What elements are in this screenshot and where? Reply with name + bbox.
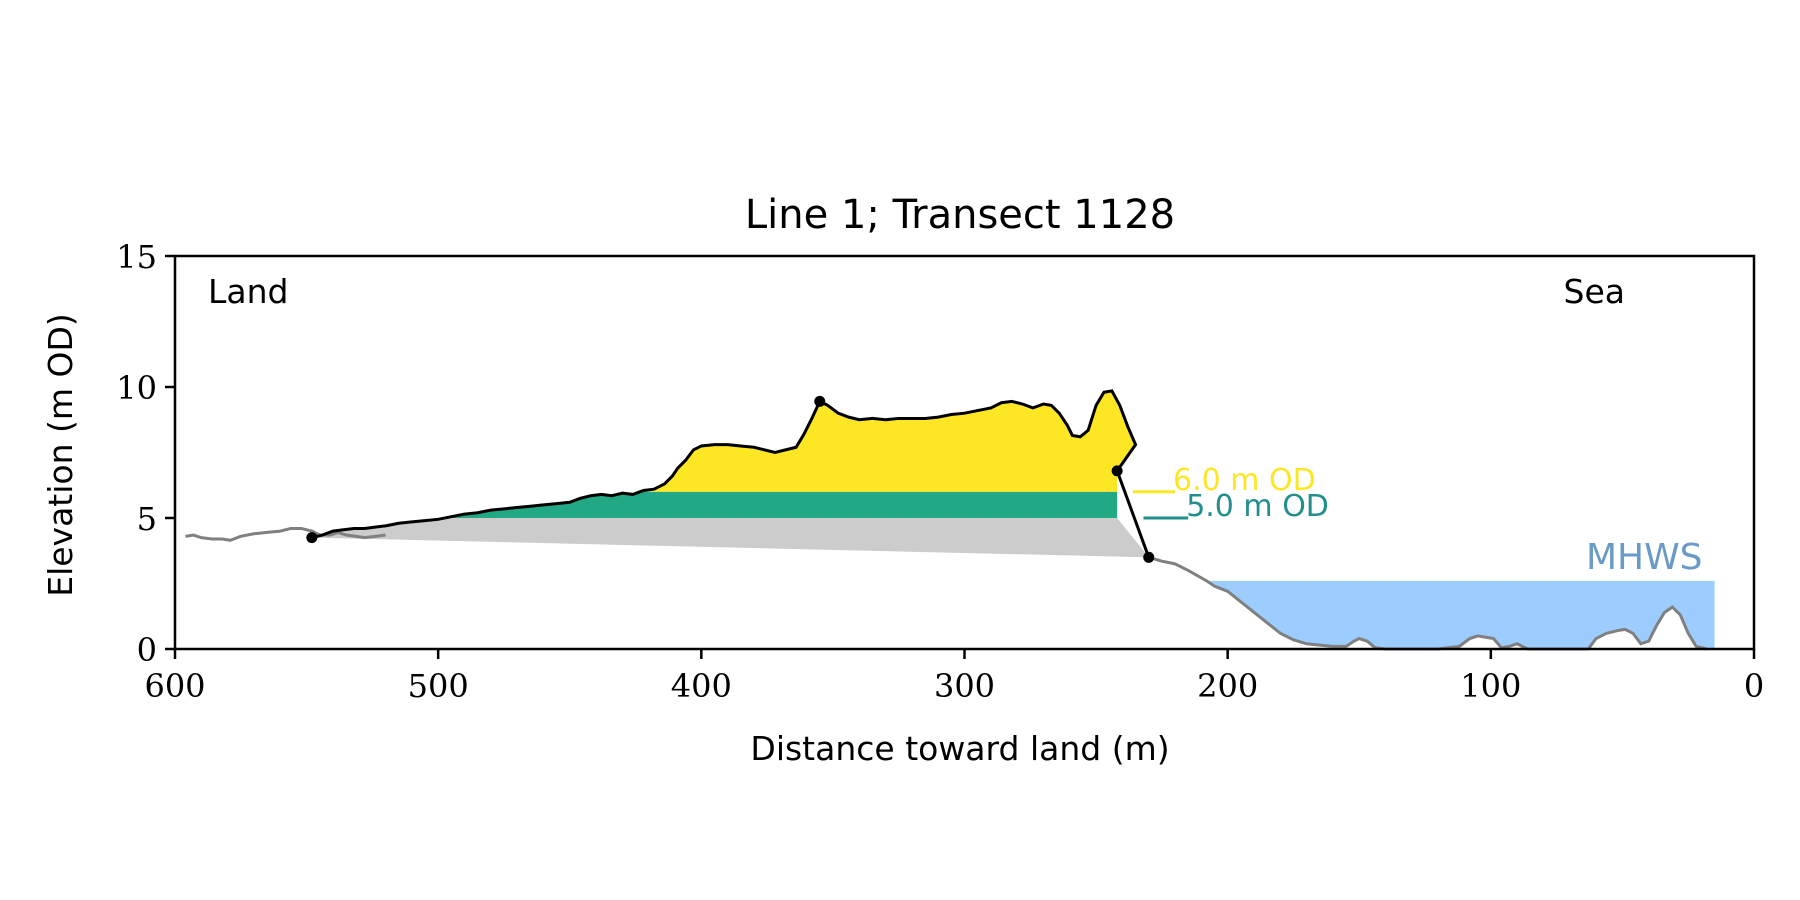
key-point — [1111, 465, 1123, 477]
level-label: 5.0 m OD — [1186, 489, 1329, 524]
key-point — [306, 532, 318, 544]
key-point — [814, 395, 826, 407]
x-axis-label: Distance toward land (m) — [750, 729, 1169, 768]
mhws-label: MHWS — [1586, 537, 1703, 578]
key-point — [1143, 551, 1155, 563]
x-tick-label: 500 — [408, 667, 469, 705]
x-tick-label: 600 — [144, 667, 205, 705]
dune-profile-line — [311, 389, 1151, 558]
y-tick-label: 5 — [137, 500, 157, 538]
sea-annotation: Sea — [1564, 272, 1625, 311]
dune-volume-below-5m — [311, 518, 1149, 558]
land-annotation: Land — [208, 272, 288, 311]
y-axis-label: Elevation (m OD) — [41, 313, 80, 597]
y-tick-label: 10 — [116, 369, 157, 407]
mhws-water-area — [1206, 580, 1715, 649]
y-tick-label: 0 — [137, 631, 157, 669]
plot-area: 6.0 m OD5.0 m OD MHWS — [185, 389, 1715, 651]
y-tick-label: 15 — [116, 238, 157, 276]
level-label: 6.0 m OD — [1173, 463, 1316, 498]
dune-volume-above-6m — [311, 390, 1136, 492]
profile-line-landward — [185, 526, 386, 542]
axis-ticks: 600 500 400 300 200 100 0 0 5 10 15 — [116, 238, 1764, 705]
chart-title: Line 1; Transect 1128 — [745, 192, 1175, 238]
x-tick-label: 200 — [1197, 667, 1258, 705]
x-tick-label: 300 — [934, 667, 995, 705]
x-tick-label: 0 — [1744, 667, 1764, 705]
dune-volume-5-6m — [311, 491, 1136, 518]
x-tick-label: 400 — [671, 667, 732, 705]
x-tick-label: 100 — [1460, 667, 1521, 705]
profile-line-seaward — [1148, 555, 1707, 651]
